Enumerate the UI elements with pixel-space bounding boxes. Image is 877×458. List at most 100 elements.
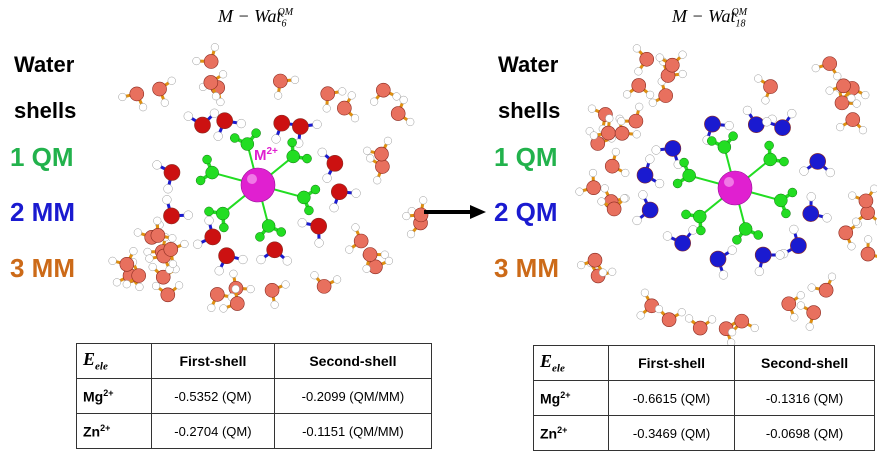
- table-row: Mg2+ -0.5352 (QM) -0.2099 (QM/MM): [76, 378, 433, 414]
- third-shell-water: [811, 56, 842, 81]
- third-shell-water: [684, 314, 717, 336]
- second-shell-water: [742, 105, 777, 133]
- metal-ion: [240, 167, 276, 203]
- first-shell-value: -0.2704 (QM): [151, 413, 275, 449]
- ion-cell: Zn2+: [533, 415, 609, 451]
- third-shell-water: [219, 284, 245, 313]
- second-shell-value: -0.2099 (QM/MM): [273, 378, 433, 414]
- third-shell-water: [848, 184, 877, 209]
- metal-ion: [717, 170, 753, 206]
- third-shell-water: [310, 271, 342, 294]
- third-shell-water: [577, 252, 608, 277]
- third-shell-water: [108, 247, 138, 272]
- first-shell-value: -0.5352 (QM): [151, 378, 275, 414]
- third-shell-water: [754, 74, 778, 105]
- first-shell-water: [763, 140, 789, 167]
- ion-cell: Zn2+: [76, 413, 152, 449]
- first-shell-water: [195, 154, 219, 186]
- third-shell-water: [366, 154, 390, 185]
- third-shell-water: [604, 147, 630, 178]
- energy-table-left: Eele First-shell Second-shell Mg2+ -0.53…: [76, 343, 433, 449]
- third-shell-water: [728, 313, 759, 337]
- first-shell-water: [681, 209, 707, 236]
- arrow-icon: [424, 205, 486, 219]
- metal-ion-highlight: [724, 177, 734, 187]
- second-shell-water: [162, 195, 193, 225]
- second-shell-value: -0.1151 (QM/MM): [273, 413, 433, 449]
- first-shell-header: First-shell: [151, 343, 275, 379]
- second-shell-water: [256, 241, 292, 266]
- shell-3-label-right: 3 MM: [494, 253, 559, 283]
- third-shell-water: [781, 291, 805, 322]
- energy-table-right: Eele First-shell Second-shell Mg2+ -0.66…: [533, 345, 875, 451]
- third-shell-water: [320, 86, 347, 113]
- third-shell-water: [192, 43, 219, 69]
- third-shell-water: [851, 205, 877, 226]
- ion-cell: Mg2+: [533, 380, 609, 416]
- second-shell-water: [709, 245, 737, 280]
- third-shell-water: [796, 301, 821, 331]
- shell-3-label-left: 3 MM: [10, 253, 75, 283]
- third-shell-water: [617, 102, 644, 129]
- second-shell-water: [802, 192, 832, 223]
- first-shell-water: [706, 131, 738, 154]
- second-shell-water: [213, 112, 246, 141]
- first-shell-value: -0.3469 (QM): [607, 415, 736, 451]
- second-shell-water: [183, 108, 220, 134]
- second-shell-water: [297, 217, 327, 248]
- second-shell-water: [214, 247, 248, 276]
- third-shell-water: [207, 287, 236, 312]
- third-shell-water: [118, 86, 148, 112]
- third-shell-water: [152, 76, 176, 107]
- first-shell-water: [774, 187, 798, 219]
- eele-header: Eele: [76, 343, 152, 379]
- third-shell-water: [163, 239, 189, 268]
- second-shell-header: Second-shell: [734, 345, 875, 381]
- eele-header: Eele: [533, 345, 609, 381]
- second-shell-water: [329, 183, 361, 213]
- third-shell-water: [825, 78, 856, 103]
- right-molecular-cluster: [575, 44, 877, 347]
- shells-label-left: shells: [14, 98, 77, 123]
- second-shell-water: [152, 160, 181, 194]
- shell-2-label-right: 2 QM: [494, 197, 558, 227]
- first-shell-water: [255, 219, 287, 242]
- second-shell-water: [662, 225, 698, 252]
- table-row: Zn2+ -0.2704 (QM) -0.1151 (QM/MM): [76, 413, 433, 449]
- water-label-right: Water: [498, 52, 559, 77]
- second-shell-water: [799, 153, 835, 178]
- third-shell-water: [807, 272, 837, 298]
- ion-label: M2+: [254, 146, 278, 164]
- right-panel-title: M − Wat18QM: [672, 6, 748, 30]
- third-shell-water: [648, 77, 674, 107]
- table-row: Zn2+ -0.3469 (QM) -0.0698 (QM): [533, 415, 875, 451]
- third-shell-water: [273, 73, 300, 100]
- second-shell-water: [762, 108, 797, 136]
- table-row: Mg2+ -0.6615 (QM) -0.1316 (QM): [533, 380, 875, 416]
- second-shell-water: [636, 154, 665, 189]
- left-panel-title: M − Wat6QM: [218, 6, 294, 30]
- third-shell-water: [150, 216, 177, 243]
- second-shell-water: [193, 215, 222, 249]
- third-shell-water: [363, 136, 393, 162]
- third-shell-water: [636, 288, 660, 320]
- third-shell-water: [632, 44, 655, 76]
- third-shell-water: [203, 70, 228, 101]
- first-shell-header: First-shell: [607, 345, 736, 381]
- third-shell-water: [362, 247, 389, 273]
- second-shell-value: -0.0698 (QM): [734, 415, 875, 451]
- left-molecular-cluster: [108, 43, 429, 313]
- second-shell-header: Second-shell: [273, 343, 433, 379]
- third-shell-water: [589, 114, 616, 141]
- shell-2-label-left: 2 MM: [10, 197, 75, 227]
- first-shell-water: [297, 184, 321, 216]
- shell-1-label-right: 1 QM: [494, 142, 558, 172]
- third-shell-water: [390, 95, 415, 127]
- shells-label-right: shells: [498, 98, 561, 123]
- shell-1-label-left: 1 QM: [10, 142, 74, 172]
- third-shell-water: [654, 304, 686, 327]
- first-shell-water: [732, 222, 764, 245]
- third-shell-water: [151, 281, 184, 303]
- first-shell-water: [229, 128, 261, 151]
- third-shell-water: [575, 168, 601, 196]
